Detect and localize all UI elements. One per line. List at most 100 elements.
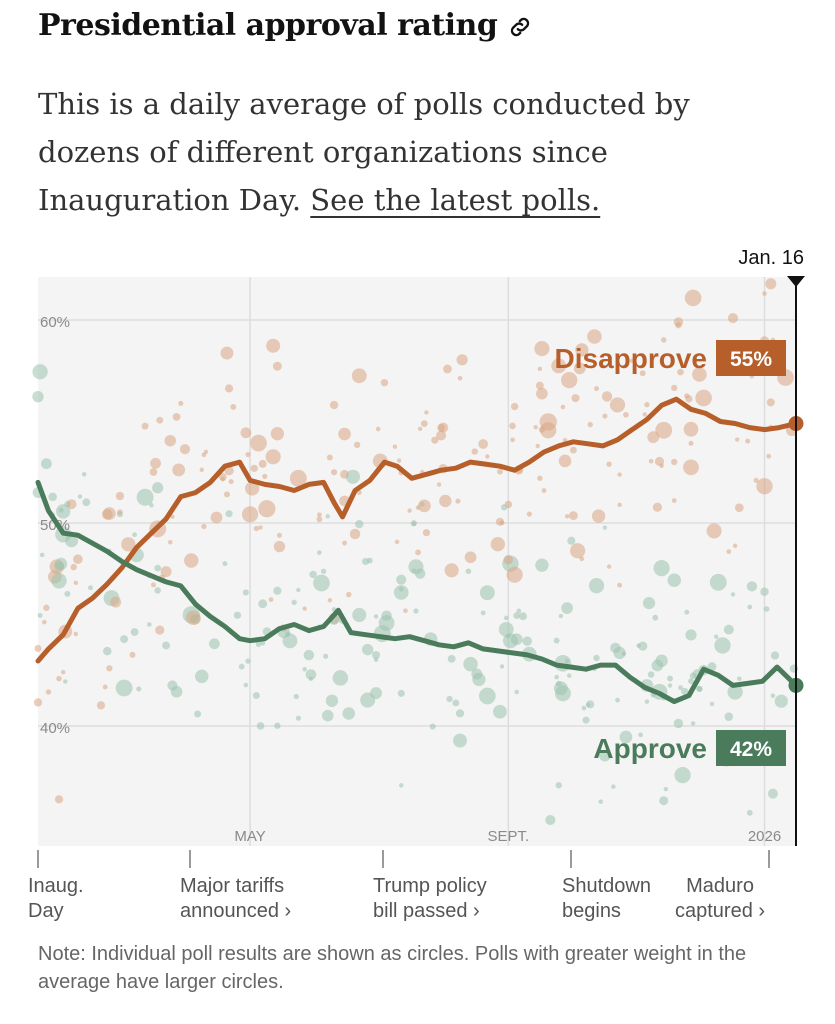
- approve-poll-dot: [82, 498, 91, 507]
- disapprove-poll-dot: [168, 540, 173, 545]
- disapprove-poll-dot: [54, 795, 64, 804]
- disapprove-poll-dot: [537, 475, 543, 481]
- disapprove-poll-dot: [535, 381, 544, 390]
- event-tick-tariffs: [189, 850, 191, 868]
- disapprove-poll-dot: [45, 689, 52, 695]
- approve-badge-value: 42%: [730, 738, 772, 761]
- approve-poll-dot: [503, 615, 509, 621]
- disapprove-poll-dot: [535, 443, 540, 449]
- disapprove-poll-dot: [648, 458, 654, 464]
- link-icon[interactable]: [507, 13, 533, 39]
- approve-poll-dot: [136, 686, 142, 692]
- approve-poll-dot: [317, 550, 322, 555]
- disapprove-poll-dot: [272, 361, 282, 371]
- disapprove-poll-dot: [762, 291, 767, 296]
- event-label-policy-bill[interactable]: Trump policy bill passed ›: [373, 875, 487, 922]
- approve-poll-dot: [727, 684, 743, 700]
- approve-poll-dot: [644, 699, 650, 704]
- approve-poll-dot: [373, 614, 379, 619]
- approve-poll-dot: [258, 599, 268, 609]
- approve-poll-dot: [146, 622, 152, 627]
- disapprove-poll-dot: [756, 478, 773, 495]
- approve-poll-dot: [309, 570, 317, 579]
- approve-poll-dot: [293, 693, 299, 700]
- disapprove-poll-dot: [424, 410, 429, 415]
- approve-poll-dot: [767, 788, 778, 799]
- disapprove-poll-dot: [164, 434, 177, 447]
- approve-poll-dot: [555, 782, 562, 789]
- event-label-tariffs[interactable]: Major tariffs announced ›: [180, 875, 292, 922]
- approve-poll-dot: [54, 557, 68, 571]
- approve-poll-dot: [681, 687, 689, 696]
- approve-poll-dot: [321, 709, 334, 722]
- approve-poll-dot: [63, 679, 68, 684]
- disapprove-poll-dot: [258, 500, 276, 518]
- approve-poll-dot: [130, 628, 139, 636]
- disapprove-poll-dot: [732, 543, 738, 549]
- approve-poll-dot: [291, 599, 297, 606]
- disapprove-poll-dot: [560, 404, 566, 410]
- approve-poll-dot: [32, 364, 48, 380]
- disapprove-poll-dot: [536, 387, 548, 400]
- disapprove-poll-dot: [417, 499, 431, 513]
- approve-poll-dot: [194, 710, 202, 718]
- approve-poll-dot: [588, 578, 605, 594]
- disapprove-poll-dot: [33, 698, 43, 707]
- approve-poll-dot: [535, 558, 549, 572]
- approve-poll-dot: [345, 469, 361, 484]
- latest-polls-link[interactable]: See the latest polls.: [310, 183, 601, 217]
- disapprove-poll-dot: [591, 509, 606, 523]
- approve-poll-dot: [472, 672, 486, 687]
- disapprove-poll-dot: [623, 411, 629, 418]
- approve-poll-dot: [152, 482, 164, 494]
- approve-poll-dot: [647, 671, 655, 678]
- disapprove-poll-dot: [647, 431, 660, 444]
- disapprove-poll-dot: [485, 454, 490, 459]
- approve-poll-dot: [514, 689, 520, 695]
- approve-poll-dot: [510, 633, 523, 646]
- disapprove-poll-dot: [671, 458, 678, 466]
- disapprove-poll-dot: [684, 289, 702, 307]
- approve-poll-dot: [136, 488, 154, 506]
- approve-poll-dot: [320, 568, 327, 574]
- disapprove-poll-dot: [266, 338, 281, 353]
- disapprove-poll-dot: [526, 511, 532, 517]
- approve-poll-dot: [581, 705, 587, 711]
- disapprove-poll-dot: [224, 384, 234, 393]
- approve-poll-dot: [465, 568, 472, 575]
- disapprove-poll-dot: [478, 439, 489, 449]
- disapprove-poll-dot: [117, 509, 123, 515]
- approve-poll-dot: [638, 732, 643, 738]
- approve-poll-dot: [372, 650, 381, 660]
- disapprove-poll-dot: [439, 494, 452, 508]
- disapprove-poll-dot: [338, 427, 351, 441]
- disapprove-poll-dot: [179, 444, 191, 455]
- disapprove-poll-dot: [673, 317, 684, 327]
- disapprove-poll-dot: [464, 551, 477, 564]
- disapprove-poll-dot: [534, 341, 550, 357]
- approve-poll-dot: [308, 676, 314, 681]
- approve-poll-dot: [690, 721, 696, 726]
- disapprove-poll-dot: [329, 400, 339, 410]
- disapprove-poll-dot: [509, 422, 516, 430]
- disapprove-poll-dot: [594, 386, 600, 392]
- description-text: This is a daily average of polls conduct…: [38, 87, 690, 217]
- chart-description: This is a daily average of polls conduct…: [38, 80, 778, 224]
- approve-poll-dot: [678, 685, 683, 691]
- disapprove-poll-dot: [156, 416, 164, 424]
- approve-poll-dot: [408, 559, 424, 575]
- disapprove-poll-dot: [558, 454, 572, 468]
- disapprove-poll-dot: [726, 549, 732, 555]
- approve-poll-dot: [355, 520, 364, 529]
- disapprove-badge-value: 55%: [730, 348, 772, 371]
- disapprove-poll-dot: [70, 563, 77, 571]
- approve-poll-dot: [305, 669, 317, 680]
- event-label-maduro[interactable]: Maduro captured ›: [675, 875, 766, 922]
- approve-poll-dot: [77, 494, 83, 499]
- approve-poll-dot: [642, 596, 656, 610]
- disapprove-poll-dot: [617, 582, 623, 588]
- approve-poll-dot: [479, 585, 495, 601]
- disapprove-poll-dot: [262, 473, 268, 479]
- disapprove-poll-dot: [265, 449, 281, 465]
- disapprove-poll-dot: [73, 554, 83, 564]
